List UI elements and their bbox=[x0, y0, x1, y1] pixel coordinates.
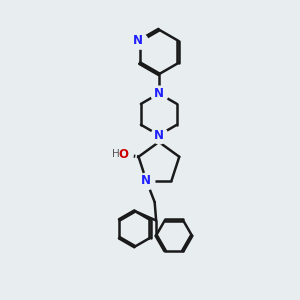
Text: N: N bbox=[141, 174, 151, 187]
Text: N: N bbox=[133, 34, 143, 47]
Polygon shape bbox=[157, 135, 161, 142]
Text: N: N bbox=[154, 129, 164, 142]
Text: H: H bbox=[112, 149, 120, 159]
Text: O: O bbox=[118, 148, 128, 161]
Text: N: N bbox=[154, 87, 164, 100]
